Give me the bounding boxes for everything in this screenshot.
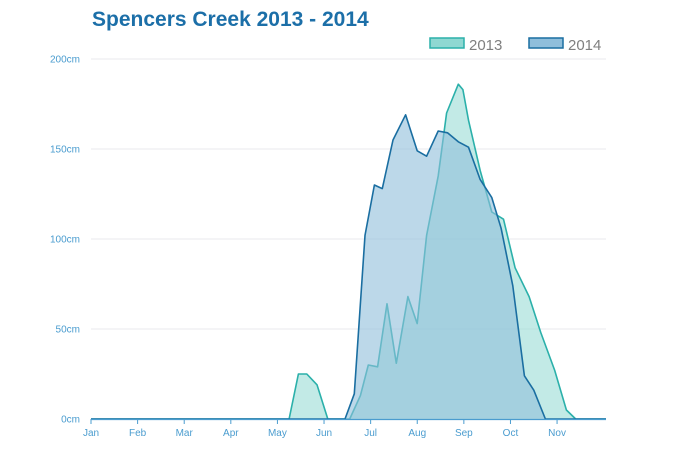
- y-tick-label: 50cm: [56, 325, 80, 336]
- legend-label-2013: 2013: [469, 37, 502, 54]
- legend-item-2013[interactable]: 2013: [429, 37, 502, 54]
- x-tick-label: Jan: [83, 428, 99, 439]
- x-tick-label: Jul: [364, 428, 377, 439]
- series-area-2013: [91, 84, 606, 419]
- series-layer: [91, 83, 606, 420]
- legend-label-2014: 2014: [568, 37, 601, 54]
- y-tick-label: 0cm: [61, 415, 80, 426]
- y-tick-label: 150cm: [50, 145, 80, 156]
- y-tick-label: 200cm: [50, 55, 80, 66]
- y-tick-label: 100cm: [50, 235, 80, 246]
- chart-title: Spencers Creek 2013 - 2014: [92, 8, 369, 31]
- series-line-2014: [91, 114, 606, 420]
- x-tick-label: Aug: [408, 428, 426, 439]
- legend-swatch-2013: [429, 37, 465, 49]
- series-area-2014: [91, 114, 606, 420]
- grid-lines: [91, 58, 606, 330]
- x-tick-label: Mar: [176, 428, 194, 439]
- x-tick-label: Oct: [503, 428, 519, 439]
- x-axis-ticks: Jan Feb Mar Apr May Jun Jul Aug Sep Oct Nov: [83, 419, 566, 439]
- legend-swatch-2014: [528, 37, 564, 49]
- x-tick-label: Jun: [316, 428, 332, 439]
- x-tick-label: Sep: [455, 428, 473, 439]
- x-tick-label: Feb: [129, 428, 147, 439]
- legend: 2013 2014: [429, 37, 601, 54]
- x-tick-label: Nov: [548, 428, 566, 439]
- y-axis-ticks: 0cm 50cm 100cm 150cm 200cm: [50, 55, 80, 426]
- x-tick-label: May: [268, 428, 287, 439]
- legend-item-2014[interactable]: 2014: [528, 37, 601, 54]
- x-tick-label: Apr: [223, 428, 239, 439]
